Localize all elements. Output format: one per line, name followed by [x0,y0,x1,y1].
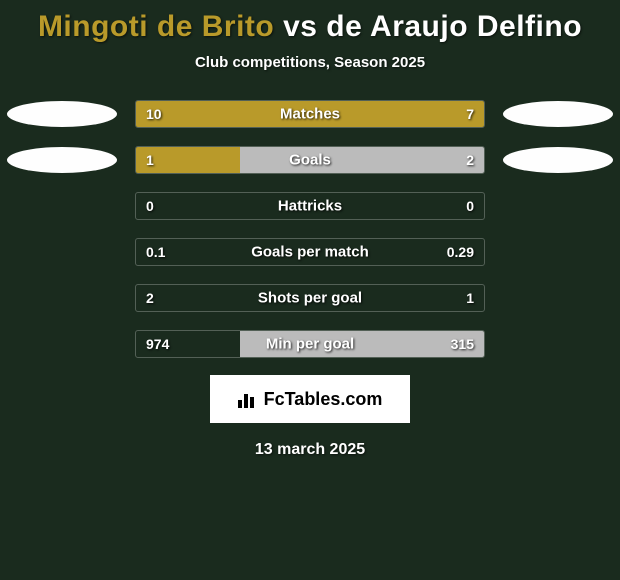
value-right: 0.29 [447,244,474,260]
stat-bar: 1 2 Goals [135,146,485,174]
value-left: 1 [146,152,154,168]
metric-label: Matches [280,106,340,123]
stat-row: 1 2 Goals [0,145,620,175]
brand-logo: FcTables.com [210,375,410,423]
stat-row: 0.1 0.29 Goals per match [0,237,620,267]
bars-icon [238,390,258,408]
player2-badge [503,101,613,127]
stat-row: 2 1 Shots per goal [0,283,620,313]
metric-label: Goals per match [251,244,369,261]
player1-name: Mingoti de Brito [38,10,274,43]
vs-label: vs [283,10,317,43]
value-right: 315 [451,336,474,352]
value-left: 0.1 [146,244,165,260]
player2-name: de Araujo Delfino [326,10,582,43]
brand-text: FcTables.com [264,389,383,410]
metric-label: Min per goal [266,336,354,353]
date-label: 13 march 2025 [0,441,620,459]
bar-right-fill [240,147,484,173]
player2-badge [503,147,613,173]
stats-list: 10 7 Matches 1 2 Goals 0 0 Hattricks 0.1 0.29 Goals… [0,99,620,359]
value-left: 974 [146,336,169,352]
stat-row: 974 315 Min per goal [0,329,620,359]
comparison-card: Mingoti de Brito vs de Araujo Delfino Cl… [0,0,620,580]
stat-row: 0 0 Hattricks [0,191,620,221]
player1-badge [7,101,117,127]
stat-bar: 10 7 Matches [135,100,485,128]
value-left: 10 [146,106,162,122]
page-title: Mingoti de Brito vs de Araujo Delfino [0,0,620,44]
value-right: 0 [466,198,474,214]
metric-label: Hattricks [278,198,342,215]
stat-bar: 0 0 Hattricks [135,192,485,220]
stat-bar: 2 1 Shots per goal [135,284,485,312]
subtitle: Club competitions, Season 2025 [0,54,620,71]
metric-label: Goals [289,152,331,169]
player1-badge [7,147,117,173]
value-right: 1 [466,290,474,306]
value-left: 2 [146,290,154,306]
value-right: 7 [466,106,474,122]
value-right: 2 [466,152,474,168]
stat-bar: 974 315 Min per goal [135,330,485,358]
value-left: 0 [146,198,154,214]
metric-label: Shots per goal [258,290,362,307]
stat-bar: 0.1 0.29 Goals per match [135,238,485,266]
stat-row: 10 7 Matches [0,99,620,129]
